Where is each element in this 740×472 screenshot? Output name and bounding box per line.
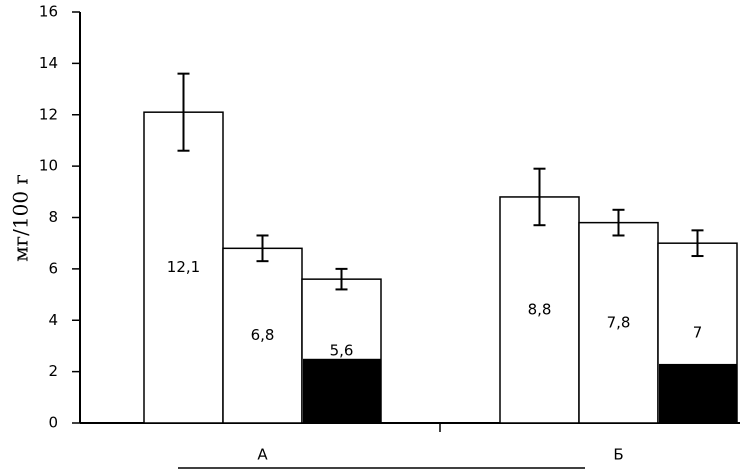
y-tick-label: 10 <box>39 157 58 175</box>
bar-dark-part <box>659 363 737 423</box>
y-tick-label: 8 <box>48 208 58 226</box>
value-label: 8,8 <box>528 300 552 318</box>
bar <box>143 111 224 424</box>
x-tick-label: А <box>257 446 268 464</box>
value-label: 12,1 <box>167 258 200 276</box>
value-label: 5,6 <box>330 342 354 360</box>
y-tick-label: 2 <box>48 362 58 380</box>
y-tick-label: 16 <box>39 3 58 21</box>
bar <box>222 247 303 424</box>
y-tick-label: 12 <box>39 105 58 123</box>
value-label: 7,8 <box>607 313 631 331</box>
x-tick-label: Б <box>613 446 623 464</box>
value-label: 6,8 <box>251 326 275 344</box>
value-label: 7 <box>693 324 703 342</box>
bar-dark-part <box>303 358 381 423</box>
y-tick-label: 6 <box>48 259 58 277</box>
y-axis-label: мг/100 г <box>9 174 33 262</box>
y-tick-label: 0 <box>48 414 58 432</box>
y-tick-label: 14 <box>39 54 58 72</box>
y-tick-label: 4 <box>48 311 58 329</box>
